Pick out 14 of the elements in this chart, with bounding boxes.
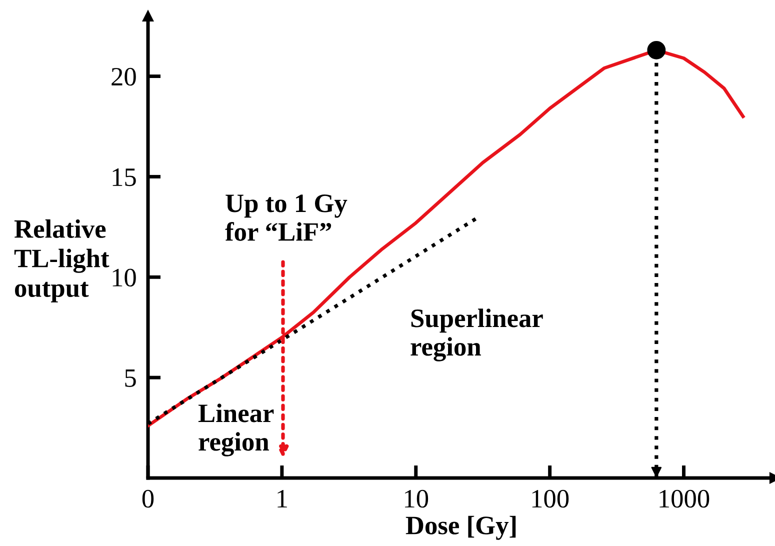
y-axis-title: Relative TL-light output xyxy=(14,219,110,302)
x-tick-label: 100 xyxy=(532,490,569,508)
x-axis-title: Dose [Gy] xyxy=(406,516,516,540)
y-tick-label: 15 xyxy=(112,168,136,186)
annotation: Up to 1 Gy for “LiF” xyxy=(225,194,348,241)
annotation: Superlinear region xyxy=(410,308,543,362)
x-tick-label: 10 xyxy=(405,490,428,508)
x-tick-label: 0 xyxy=(142,490,154,508)
x-tick-label: 1000 xyxy=(660,490,710,508)
y-tick-label: 20 xyxy=(112,68,136,86)
x-tick-label: 1 xyxy=(278,490,287,508)
y-tick-label: 5 xyxy=(125,369,136,387)
y-tick-label: 10 xyxy=(112,268,136,287)
annotation: Linear region xyxy=(198,404,274,456)
